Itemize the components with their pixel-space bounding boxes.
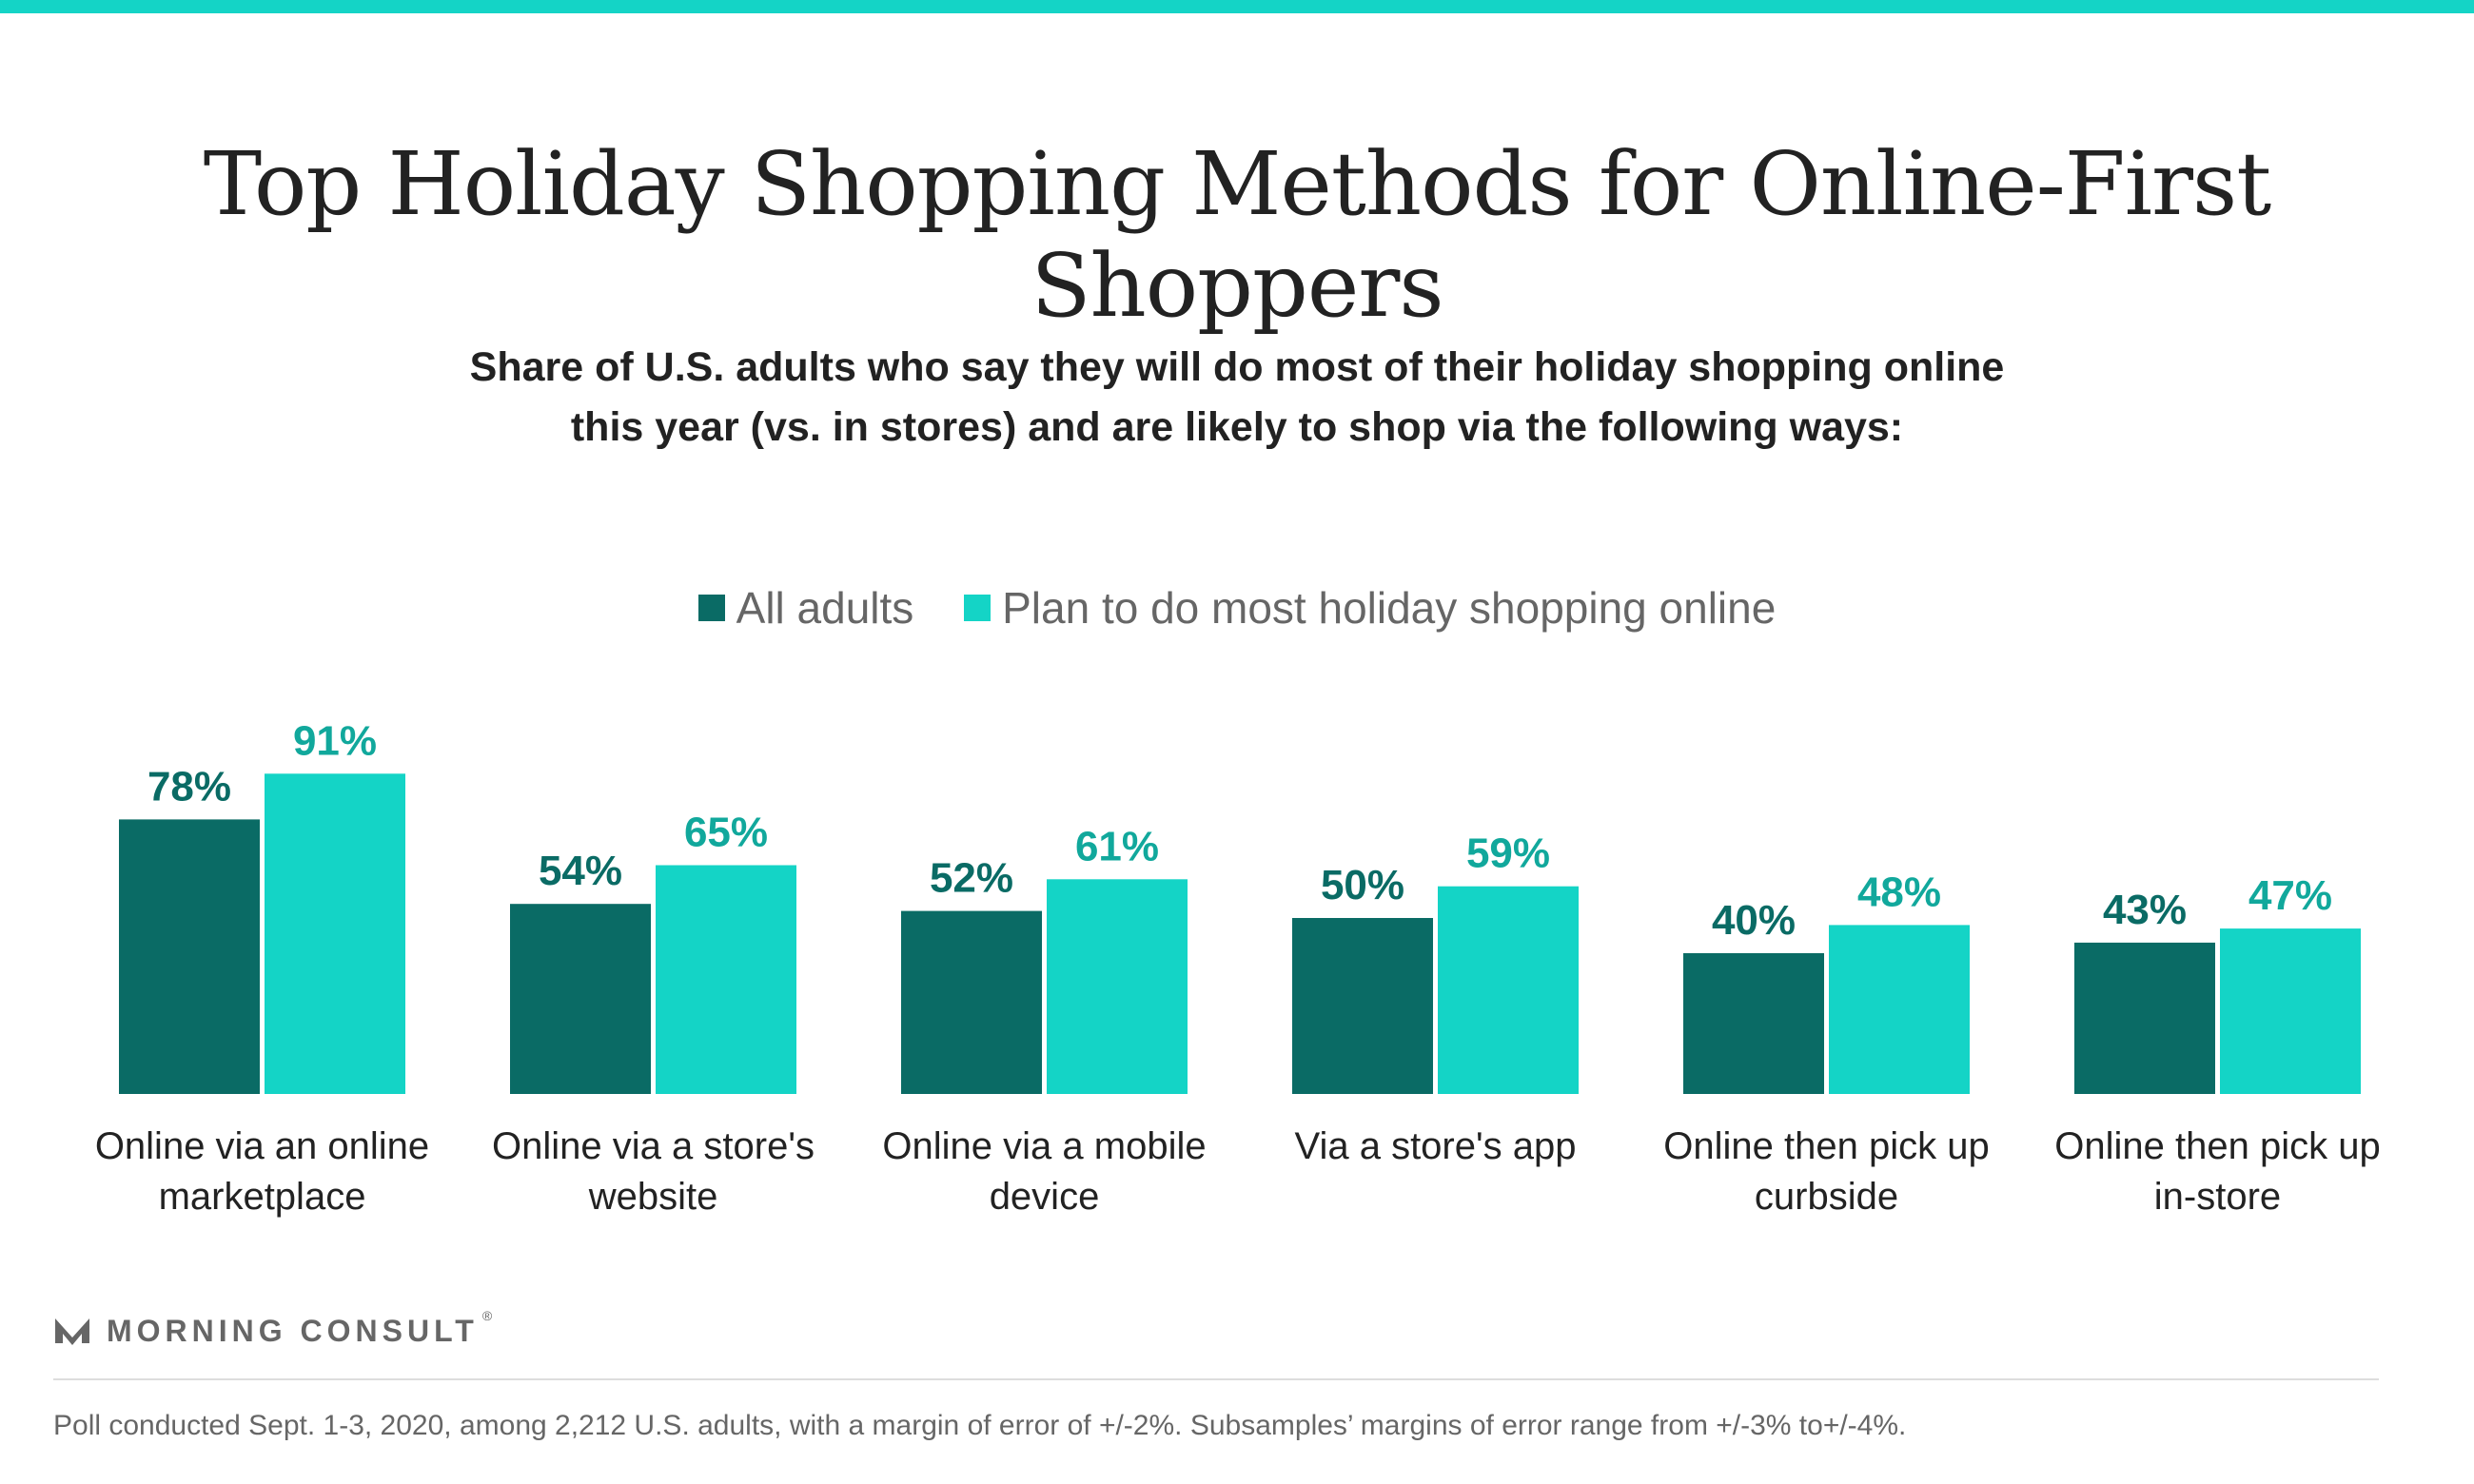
bar-online-1: [656, 865, 796, 1094]
bar-all-adults-1: [510, 904, 651, 1094]
data-label-online-4: 48%: [1857, 869, 1941, 915]
category-label-1-line-0: Online via a store's: [492, 1125, 815, 1167]
bar-all-adults-5: [2074, 942, 2215, 1094]
chart-title: Top Holiday Shopping Methods for Online-…: [203, 133, 2271, 337]
legend-item-online: Plan to do most holiday shopping online: [964, 582, 1776, 634]
data-label-all-adults-2: 52%: [930, 855, 1013, 902]
bar-all-adults-0: [119, 819, 260, 1094]
data-label-online-0: 91%: [293, 717, 377, 764]
bar-online-2: [1047, 879, 1188, 1094]
logo-text: MORNING CONSULT: [107, 1313, 479, 1348]
category-label-0-line-0: Online via an online: [95, 1125, 429, 1167]
legend-swatch-online: [964, 594, 992, 621]
bar-online-0: [265, 773, 405, 1094]
bar-all-adults-4: [1683, 953, 1824, 1094]
data-label-online-3: 59%: [1466, 830, 1550, 877]
legend-swatch-all-adults: [697, 594, 725, 621]
category-label-1-line-1: website: [588, 1176, 718, 1218]
legend-item-all-adults: All adults: [697, 582, 914, 634]
bar-all-adults-2: [901, 910, 1042, 1094]
subtitle-line-2: this year (vs. in stores) and are likely…: [570, 404, 1904, 450]
data-label-all-adults-5: 43%: [2103, 887, 2187, 933]
category-label-2-line-1: device: [990, 1176, 1100, 1218]
bar-online-4: [1829, 925, 1970, 1094]
logo-registered-mark: ®: [481, 1308, 493, 1323]
category-label-0-line-1: marketplace: [159, 1176, 366, 1218]
category-label-4-line-0: Online then pick up: [1663, 1125, 1989, 1167]
morning-consult-logo-icon: [55, 1318, 89, 1345]
data-label-all-adults-0: 78%: [147, 763, 231, 810]
footer-divider: [53, 1378, 2379, 1380]
category-label-5-line-0: Online then pick up: [2054, 1125, 2380, 1167]
category-label-3-line-0: Via a store's app: [1295, 1125, 1577, 1167]
bar-online-3: [1438, 886, 1579, 1094]
morning-consult-logo: MORNING CONSULT ®: [53, 1307, 492, 1355]
category-label-2-line-0: Online via a mobile: [882, 1125, 1206, 1167]
data-label-online-5: 47%: [2248, 872, 2332, 919]
data-label-online-2: 61%: [1075, 823, 1159, 869]
data-label-online-1: 65%: [684, 810, 768, 856]
footnote: Poll conducted Sept. 1-3, 2020, among 2,…: [53, 1410, 1907, 1441]
bar-chart: 78% 91% Online via an online marketplace 54%…: [95, 717, 2381, 1218]
category-label-4-line-1: curbside: [1755, 1176, 1898, 1218]
category-label-5-line-1: in-store: [2154, 1176, 2281, 1218]
legend-label-online: Plan to do most holiday shopping online: [1002, 583, 1777, 633]
subtitle-line-1: Share of U.S. adults who say they will d…: [469, 344, 2005, 390]
data-label-all-adults-3: 50%: [1321, 862, 1404, 908]
top-accent-bar: [0, 0, 2474, 13]
chart-subtitle: Share of U.S. adults who say they will d…: [285, 338, 2189, 458]
legend-label-all-adults: All adults: [736, 583, 914, 633]
data-label-all-adults-1: 54%: [539, 848, 622, 894]
bar-all-adults-3: [1292, 918, 1433, 1094]
data-label-all-adults-4: 40%: [1712, 897, 1796, 944]
chart-legend: All adults Plan to do most holiday shopp…: [0, 582, 2474, 634]
bar-online-5: [2220, 928, 2361, 1094]
